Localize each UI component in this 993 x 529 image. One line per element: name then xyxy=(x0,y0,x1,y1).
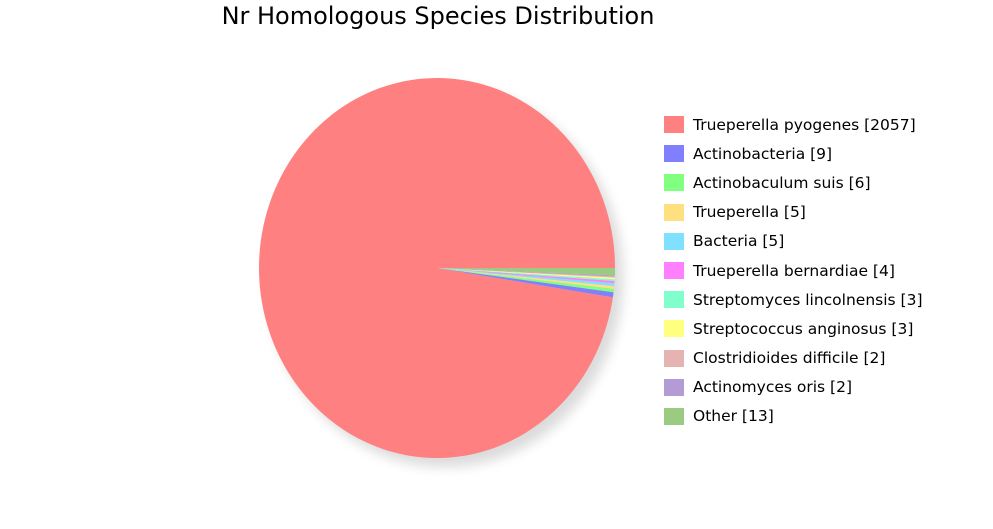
pie-slice-actinobacteria xyxy=(437,268,614,298)
legend-swatch xyxy=(664,349,684,367)
pie-slices xyxy=(259,78,615,459)
legend-item: Actinobaculum suis [6] xyxy=(664,168,923,197)
legend-label: Trueperella [5] xyxy=(693,203,806,222)
legend-item: Streptomyces lincolnensis [3] xyxy=(664,285,923,314)
pie-slice-streptomyces-lincolnensis xyxy=(437,268,615,282)
legend-item: Trueperella pyogenes [2057] xyxy=(664,110,923,139)
chart-title: Nr Homologous Species Distribution xyxy=(221,2,655,30)
pie-slice-trueperella-pyogenes xyxy=(259,78,615,459)
pie-slice-clostridioides-difficile xyxy=(437,268,615,278)
legend-swatch xyxy=(664,407,684,425)
pie-slice-other xyxy=(437,268,615,276)
legend-label: Actinomyces oris [2] xyxy=(693,378,852,397)
legend-swatch xyxy=(664,232,684,250)
legend-item: Other [13] xyxy=(664,402,923,431)
legend-label: Actinobacteria [9] xyxy=(693,144,833,163)
pie-slice-actinobaculum-suis xyxy=(437,268,614,293)
legend-label: Other [13] xyxy=(693,407,774,426)
legend-label: Trueperella pyogenes [2057] xyxy=(693,115,916,134)
legend-item: Trueperella bernardiae [4] xyxy=(664,256,923,285)
pie-slice-streptococcus-anginosus xyxy=(437,268,615,280)
legend-label: Trueperella bernardiae [4] xyxy=(693,261,895,280)
legend-label: Clostridioides difficile [2] xyxy=(693,349,886,368)
legend-item: Clostridioides difficile [2] xyxy=(664,344,923,373)
legend-item: Actinomyces oris [2] xyxy=(664,373,923,402)
legend: Trueperella pyogenes [2057] Actinobacteri… xyxy=(664,110,923,431)
legend-label: Streptococcus anginosus [3] xyxy=(693,319,914,338)
pie-slice-trueperella xyxy=(437,268,615,289)
legend-swatch xyxy=(664,378,684,396)
legend-label: Bacteria [5] xyxy=(693,232,785,251)
legend-item: Trueperella [5] xyxy=(664,198,923,227)
pie-slice-bacteria xyxy=(437,268,615,287)
legend-item: Streptococcus anginosus [3] xyxy=(664,314,923,343)
legend-swatch xyxy=(664,116,684,134)
legend-swatch xyxy=(664,145,684,163)
legend-swatch xyxy=(664,174,684,192)
legend-swatch xyxy=(664,262,684,280)
legend-swatch xyxy=(664,203,684,221)
pie-slice-trueperella-bernardiae xyxy=(437,268,615,284)
legend-item: Actinobacteria [9] xyxy=(664,139,923,168)
legend-label: Streptomyces lincolnensis [3] xyxy=(693,290,923,309)
legend-label: Actinobaculum suis [6] xyxy=(693,173,871,192)
legend-item: Bacteria [5] xyxy=(664,227,923,256)
pie-slice-actinomyces-oris xyxy=(437,268,615,277)
legend-swatch xyxy=(664,320,684,338)
legend-swatch xyxy=(664,291,684,309)
